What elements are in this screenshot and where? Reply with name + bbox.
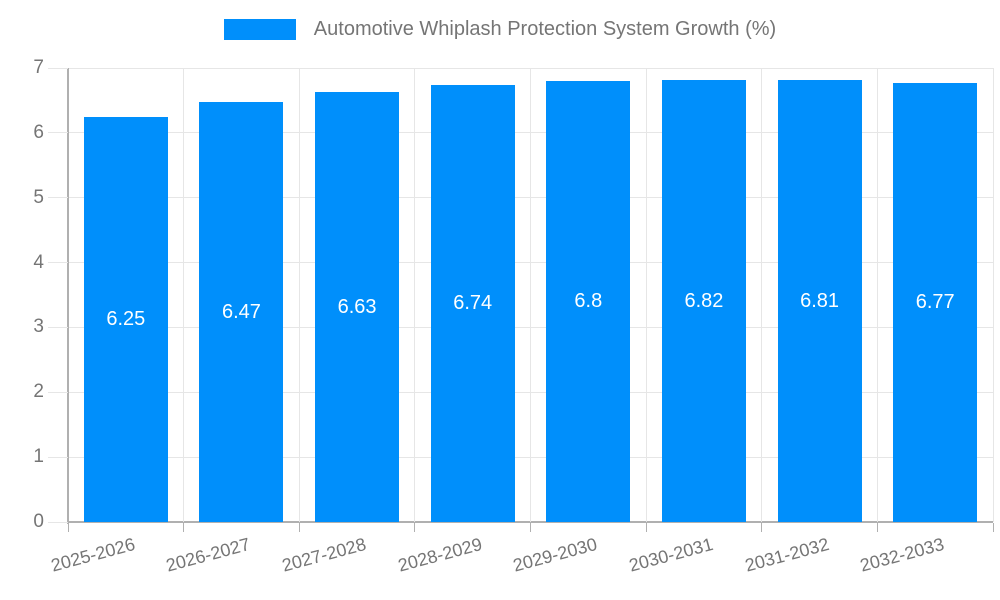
y-axis-tick-label: 5	[33, 186, 44, 208]
bar-value-label: 6.77	[915, 291, 955, 314]
x-axis-tick	[761, 523, 763, 532]
y-axis-tick	[48, 456, 68, 458]
y-axis-tick-label: 7	[33, 57, 44, 78]
chart-legend[interactable]: Automotive Whiplash Protection System Gr…	[0, 18, 1000, 41]
y-axis-tick	[48, 132, 68, 134]
bar-value-label: 6.47	[221, 301, 261, 324]
bar[interactable]	[546, 80, 631, 522]
y-axis-tick-label: 0	[33, 511, 44, 532]
x-axis-tick	[298, 523, 300, 532]
x-axis-baseline	[68, 521, 993, 523]
bar[interactable]	[661, 79, 746, 522]
gridline	[645, 68, 647, 522]
bar[interactable]	[199, 102, 284, 522]
y-axis-tick	[48, 521, 68, 523]
bar-value-label: 6.8	[574, 290, 603, 313]
gridline	[530, 68, 531, 522]
bar[interactable]	[430, 84, 515, 522]
chart-title: Automotive Whiplash Protection System Gr…	[313, 18, 777, 40]
x-axis-tick	[530, 523, 531, 532]
bar-value-label: 6.82	[684, 289, 724, 312]
y-axis-tick	[48, 326, 68, 328]
bar-value-label: 6.63	[337, 295, 377, 318]
x-axis-tick	[992, 523, 994, 532]
gridline	[876, 68, 878, 522]
x-axis-tick	[414, 523, 416, 532]
y-axis-tick	[48, 197, 68, 199]
bar[interactable]	[777, 80, 862, 522]
bar-value-label: 6.81	[800, 290, 840, 313]
plot-area: 6.25 6.47 6.63 6.74 6.8 6.82 6.81 6.77	[68, 67, 994, 523]
x-axis-tick	[67, 523, 69, 532]
gridline	[414, 68, 416, 522]
bar-value-label: 6.74	[453, 292, 493, 315]
y-axis-tick-label: 6	[33, 121, 44, 143]
gridline	[298, 68, 300, 522]
y-axis-tick-label: 1	[33, 446, 44, 468]
bar[interactable]	[315, 92, 400, 522]
y-axis-tick-label: 4	[33, 251, 44, 273]
y-axis-tick	[48, 67, 68, 69]
y-axis-tick	[48, 391, 68, 393]
legend-swatch-icon	[223, 19, 296, 40]
y-axis-tick-label: 2	[33, 381, 44, 403]
x-axis-tick	[183, 523, 185, 532]
bar[interactable]	[83, 116, 168, 522]
y-axis-tick-label: 3	[33, 316, 44, 338]
x-axis-tick	[645, 523, 647, 532]
gridline	[183, 68, 185, 522]
bar-value-label: 6.25	[106, 308, 146, 331]
y-axis-tick	[48, 262, 68, 264]
gridline	[992, 68, 994, 522]
x-axis-tick	[876, 523, 878, 532]
gridline	[761, 68, 763, 522]
bar[interactable]	[893, 82, 978, 522]
y-axis-line	[67, 68, 69, 524]
